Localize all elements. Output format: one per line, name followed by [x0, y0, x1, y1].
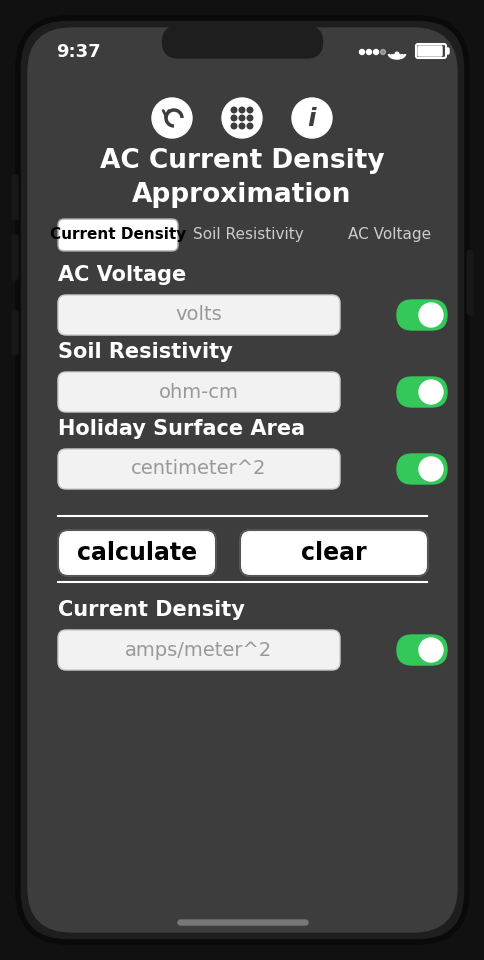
Circle shape [373, 50, 378, 55]
Circle shape [247, 108, 252, 112]
FancyBboxPatch shape [396, 635, 446, 665]
Circle shape [231, 115, 236, 121]
Text: AC Voltage: AC Voltage [348, 228, 431, 243]
FancyBboxPatch shape [18, 18, 466, 942]
Text: i: i [307, 107, 316, 131]
FancyBboxPatch shape [396, 300, 446, 330]
Text: AC Voltage: AC Voltage [58, 265, 186, 285]
FancyBboxPatch shape [12, 310, 18, 355]
Circle shape [231, 108, 236, 112]
Circle shape [359, 50, 364, 55]
Circle shape [366, 50, 371, 55]
FancyBboxPatch shape [58, 295, 339, 335]
Circle shape [239, 108, 244, 112]
Circle shape [418, 303, 442, 327]
FancyBboxPatch shape [58, 449, 339, 489]
Circle shape [380, 50, 385, 55]
Circle shape [418, 380, 442, 404]
FancyBboxPatch shape [445, 48, 448, 54]
FancyBboxPatch shape [12, 235, 18, 280]
FancyBboxPatch shape [162, 26, 322, 58]
Circle shape [418, 638, 442, 662]
Text: amps/meter^2: amps/meter^2 [125, 640, 272, 660]
Text: 9:37: 9:37 [56, 43, 100, 61]
Text: centimeter^2: centimeter^2 [131, 460, 266, 478]
Text: volts: volts [175, 305, 222, 324]
FancyBboxPatch shape [466, 250, 472, 315]
FancyBboxPatch shape [28, 28, 456, 932]
Circle shape [222, 98, 261, 138]
Text: calculate: calculate [77, 541, 197, 565]
FancyBboxPatch shape [58, 630, 339, 670]
Text: Current Density: Current Density [50, 228, 186, 243]
Circle shape [418, 457, 442, 481]
FancyBboxPatch shape [12, 175, 18, 220]
Text: Soil Resistivity: Soil Resistivity [192, 228, 303, 243]
Text: Soil Resistivity: Soil Resistivity [58, 342, 232, 362]
Text: Current Density: Current Density [58, 600, 244, 620]
Circle shape [239, 115, 244, 121]
Circle shape [291, 98, 332, 138]
Text: AC Current Density
Approximation: AC Current Density Approximation [100, 148, 383, 208]
Text: Holiday Surface Area: Holiday Surface Area [58, 419, 304, 439]
Circle shape [394, 52, 398, 56]
FancyBboxPatch shape [178, 920, 307, 925]
Circle shape [151, 98, 192, 138]
FancyBboxPatch shape [58, 219, 178, 251]
Circle shape [231, 123, 236, 129]
FancyBboxPatch shape [240, 530, 427, 576]
Circle shape [239, 123, 244, 129]
FancyBboxPatch shape [58, 372, 339, 412]
FancyBboxPatch shape [396, 454, 446, 484]
FancyBboxPatch shape [417, 46, 441, 56]
Text: ohm-cm: ohm-cm [159, 382, 239, 401]
Text: clear: clear [301, 541, 366, 565]
Circle shape [247, 123, 252, 129]
Circle shape [247, 115, 252, 121]
FancyBboxPatch shape [396, 377, 446, 407]
FancyBboxPatch shape [58, 530, 215, 576]
